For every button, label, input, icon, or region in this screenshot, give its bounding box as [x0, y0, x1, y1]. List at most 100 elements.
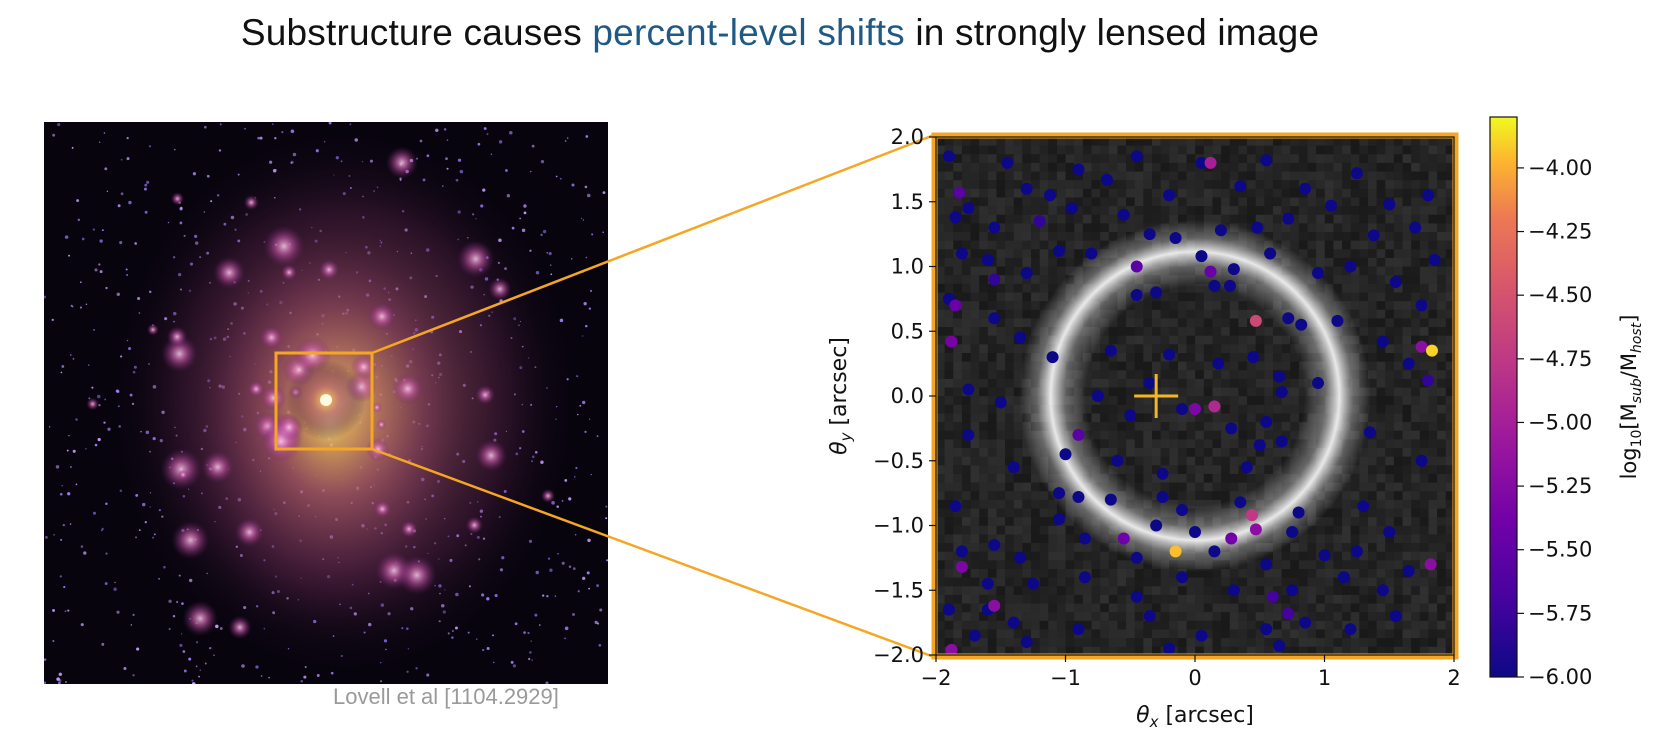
subhalo-point [1227, 584, 1240, 597]
subhalo-point [1275, 435, 1288, 448]
subhalo-point [1363, 426, 1376, 439]
subhalo-point [1072, 623, 1085, 636]
subhalo-point [1156, 491, 1169, 504]
y-tick-label: 1.0 [891, 255, 924, 279]
subhalo-point [1130, 260, 1143, 273]
colorbar-tick-label: −4.25 [1528, 220, 1592, 244]
subhalo-point [949, 299, 962, 312]
subhalo-point [1249, 523, 1262, 536]
subhalo-point [1130, 551, 1143, 564]
subhalo-point [1282, 212, 1295, 225]
subhalo-point [1344, 260, 1357, 273]
subhalo-point [1143, 228, 1156, 241]
title-suffix: in strongly lensed image [904, 12, 1320, 53]
x-axis-label: θx [arcsec] [1136, 703, 1254, 731]
subhalo-point [1383, 198, 1396, 211]
subhalo-point [1376, 335, 1389, 348]
dark-matter-halo-image [44, 122, 608, 684]
subhalo-point [1150, 519, 1163, 532]
subhalo-point [1130, 590, 1143, 603]
subhalo-point [942, 603, 955, 616]
subhalo-point [962, 383, 975, 396]
subhalo-point [1415, 340, 1428, 353]
subhalo-point [1275, 386, 1288, 399]
subhalo-point [1195, 156, 1208, 169]
subhalo-point [1282, 312, 1295, 325]
subhalo-point [1053, 487, 1066, 500]
subhalo-point [994, 396, 1007, 409]
subhalo-point [1176, 503, 1189, 516]
subhalo-point [1176, 571, 1189, 584]
subhalo-point [955, 545, 968, 558]
subhalo-point [1195, 629, 1208, 642]
subhalo-point [1299, 182, 1312, 195]
subhalo-point [962, 202, 975, 215]
subhalo-point [1130, 288, 1143, 301]
colorbar-gradient [1489, 116, 1518, 678]
slide-title: Substructure causes percent-level shifts… [0, 12, 1560, 54]
subhalo-point [1331, 314, 1344, 327]
subhalo-point [1324, 199, 1337, 212]
subhalo-point [1295, 318, 1308, 331]
x-tick-label: −2 [921, 666, 952, 690]
subhalo-point [1007, 461, 1020, 474]
subhalo-point [1415, 454, 1428, 467]
subhalo-point [1415, 299, 1428, 312]
subhalo-point [1033, 215, 1046, 228]
subhalo-point [968, 629, 981, 642]
subhalo-point [1318, 549, 1331, 562]
lens-center-marker [1134, 374, 1179, 418]
subhalo-point [1240, 461, 1253, 474]
subhalo-point [953, 186, 966, 199]
zoom-connector-top [371, 133, 935, 355]
subhalo-point [1143, 610, 1156, 623]
subhalo-point [1208, 279, 1221, 292]
subhalo-point [1245, 509, 1258, 522]
subhalo-point [1212, 357, 1225, 370]
subhalo-point [1402, 564, 1415, 577]
subhalo-point [1020, 636, 1033, 649]
subhalo-point [1059, 448, 1072, 461]
subhalo-point [1189, 402, 1201, 415]
image-credit: Lovell et al [1104.2929] [333, 684, 559, 709]
subhalo-point [1046, 351, 1059, 364]
subhalo-point [955, 560, 968, 573]
subhalo-point [1195, 250, 1208, 263]
subhalo-point [1424, 558, 1437, 571]
x-tick-label: 1 [1318, 666, 1331, 690]
subhalo-point [1376, 584, 1389, 597]
subhalo-point [1428, 254, 1441, 267]
subhalo-point [1344, 623, 1357, 636]
subhalo-point [1312, 266, 1325, 279]
subhalo-point [1208, 545, 1221, 558]
subhalo-point [1189, 525, 1201, 538]
subhalo-point [1357, 500, 1370, 513]
subhalo-point [1085, 247, 1098, 260]
subhalo-point [981, 254, 994, 267]
subhalo-point [1111, 454, 1124, 467]
subhalo-point [1249, 314, 1262, 327]
subhalo-point [981, 577, 994, 590]
subhalo-point [1225, 532, 1238, 545]
subhalo-point [1247, 351, 1260, 364]
subhalo-point [1104, 493, 1117, 506]
subhalo-point [1273, 370, 1286, 383]
subhalo-point [1150, 286, 1163, 299]
subhalo-point [962, 428, 975, 441]
subhalo-point [1072, 163, 1085, 176]
subhalo-point [1176, 402, 1189, 415]
subhalo-point [1389, 276, 1402, 289]
colorbar-tick-label: −4.75 [1528, 347, 1592, 371]
y-tick-label: −2.0 [873, 643, 924, 667]
subhalo-point [1299, 616, 1312, 629]
colorbar-tick-label: −5.50 [1528, 538, 1592, 562]
subhalo-point [1337, 571, 1350, 584]
subhalo-point [1065, 202, 1078, 215]
subhalo-point [1020, 266, 1033, 279]
y-tick-label: 0.0 [891, 384, 924, 408]
subhalo-point [1286, 584, 1299, 597]
subhalo-point [1234, 180, 1247, 193]
subhalo-point [1078, 571, 1091, 584]
subhalo-point [988, 538, 1001, 551]
